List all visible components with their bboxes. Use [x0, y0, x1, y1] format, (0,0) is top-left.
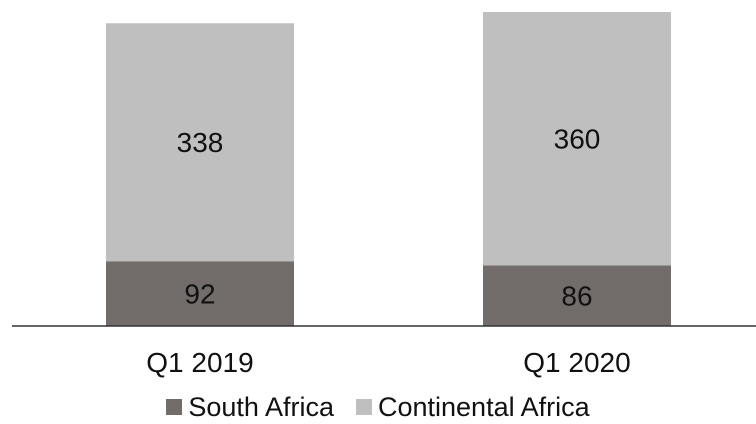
data-label-south-africa-q1-2019: 92 [184, 279, 215, 310]
legend: South Africa Continental Africa [0, 392, 756, 422]
legend-swatch-continental-africa [355, 399, 372, 415]
data-label-south-africa-q1-2020: 86 [561, 281, 592, 312]
legend-item-continental-africa: Continental Africa [355, 392, 590, 422]
bar-south-africa-q1-2019 [106, 261, 294, 326]
bar-south-africa-q1-2020 [483, 265, 671, 326]
x-tick-label-q1-2019: Q1 2019 [146, 347, 253, 378]
legend-label-south-africa: South Africa [188, 392, 334, 422]
bar-continental-africa-q1-2020 [483, 12, 671, 266]
legend-swatch-south-africa [166, 399, 183, 415]
data-label-continental-africa-q1-2019: 338 [177, 127, 224, 158]
chart-plot: 92 338 Q1 2019 86 360 Q1 2020 [12, 12, 756, 378]
x-tick-label-q1-2020: Q1 2020 [523, 347, 630, 378]
legend-label-continental-africa: Continental Africa [377, 392, 590, 422]
data-label-continental-africa-q1-2020: 360 [554, 124, 601, 155]
legend-item-south-africa: South Africa [166, 392, 334, 422]
bar-continental-africa-q1-2019 [106, 23, 294, 262]
